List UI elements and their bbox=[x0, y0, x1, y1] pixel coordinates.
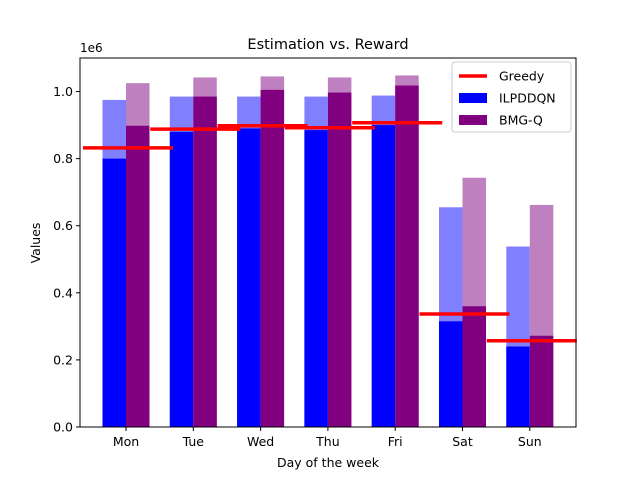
x-tick-label: Fri bbox=[388, 434, 403, 449]
legend-label-bmg-q: BMG-Q bbox=[499, 113, 543, 128]
legend-marker-bmg-q bbox=[459, 115, 487, 125]
reward-bar-bmg-q-fri bbox=[395, 85, 419, 428]
reward-bar-ilpddqn-wed bbox=[237, 128, 261, 428]
reward-bar-bmg-q-wed bbox=[260, 89, 285, 428]
reward-bar-bmg-q-tue bbox=[193, 96, 217, 427]
x-tick-label: Thu bbox=[315, 434, 339, 449]
reward-bar-ilpddqn-sat bbox=[439, 321, 463, 427]
plot-frame bbox=[79, 57, 577, 428]
y-tick-label: 0.4 bbox=[53, 285, 73, 300]
legend: Greedy ILPDDQN BMG-Q bbox=[451, 61, 572, 133]
reward-bar-ilpddqn-thu bbox=[304, 130, 328, 427]
legend-label-ilpddqn: ILPDDQN bbox=[499, 91, 556, 106]
y-tick-label: 1.0 bbox=[53, 84, 73, 99]
y-tick-label: 0.8 bbox=[53, 151, 73, 166]
greedy-layer bbox=[83, 120, 577, 343]
x-tick-label: Tue bbox=[182, 434, 205, 449]
y-tick-label: 0.6 bbox=[53, 218, 73, 233]
x-axis-label: Day of the week bbox=[277, 455, 380, 470]
y-tick-label: 0.2 bbox=[53, 352, 73, 367]
legend-label-greedy: Greedy bbox=[499, 69, 545, 84]
reward-bar-ilpddqn-tue bbox=[169, 131, 194, 428]
reward-bar-bmg-q-sat bbox=[462, 306, 486, 427]
reward-bar-bmg-q-thu bbox=[327, 92, 352, 427]
x-tick-label: Sat bbox=[452, 434, 473, 449]
reward-bar-ilpddqn-fri bbox=[371, 125, 396, 427]
y-tick-label: 0.0 bbox=[53, 420, 73, 435]
x-tick-label: Wed bbox=[247, 434, 274, 449]
reward-bar-bmg-q-sun bbox=[529, 335, 554, 427]
reward-bar-bmg-q-mon bbox=[126, 125, 150, 428]
legend-marker-ilpddqn bbox=[459, 93, 487, 103]
y-offset-label: 1e6 bbox=[80, 41, 103, 55]
reward-bar-ilpddqn-mon bbox=[102, 158, 126, 428]
x-tick-label: Mon bbox=[113, 434, 139, 449]
chart-title: Estimation vs. Reward bbox=[247, 37, 408, 53]
legend-box bbox=[451, 61, 572, 133]
x-axis: Mon Tue Wed Thu Fri Sat Sun bbox=[113, 427, 542, 449]
y-axis-label: Values bbox=[28, 223, 43, 264]
bars-layer bbox=[102, 75, 554, 428]
x-tick-label: Sun bbox=[518, 434, 542, 449]
reward-bar-ilpddqn-sun bbox=[506, 346, 530, 427]
y-axis: 0.0 0.2 0.4 0.6 0.8 1.0 bbox=[53, 84, 80, 435]
